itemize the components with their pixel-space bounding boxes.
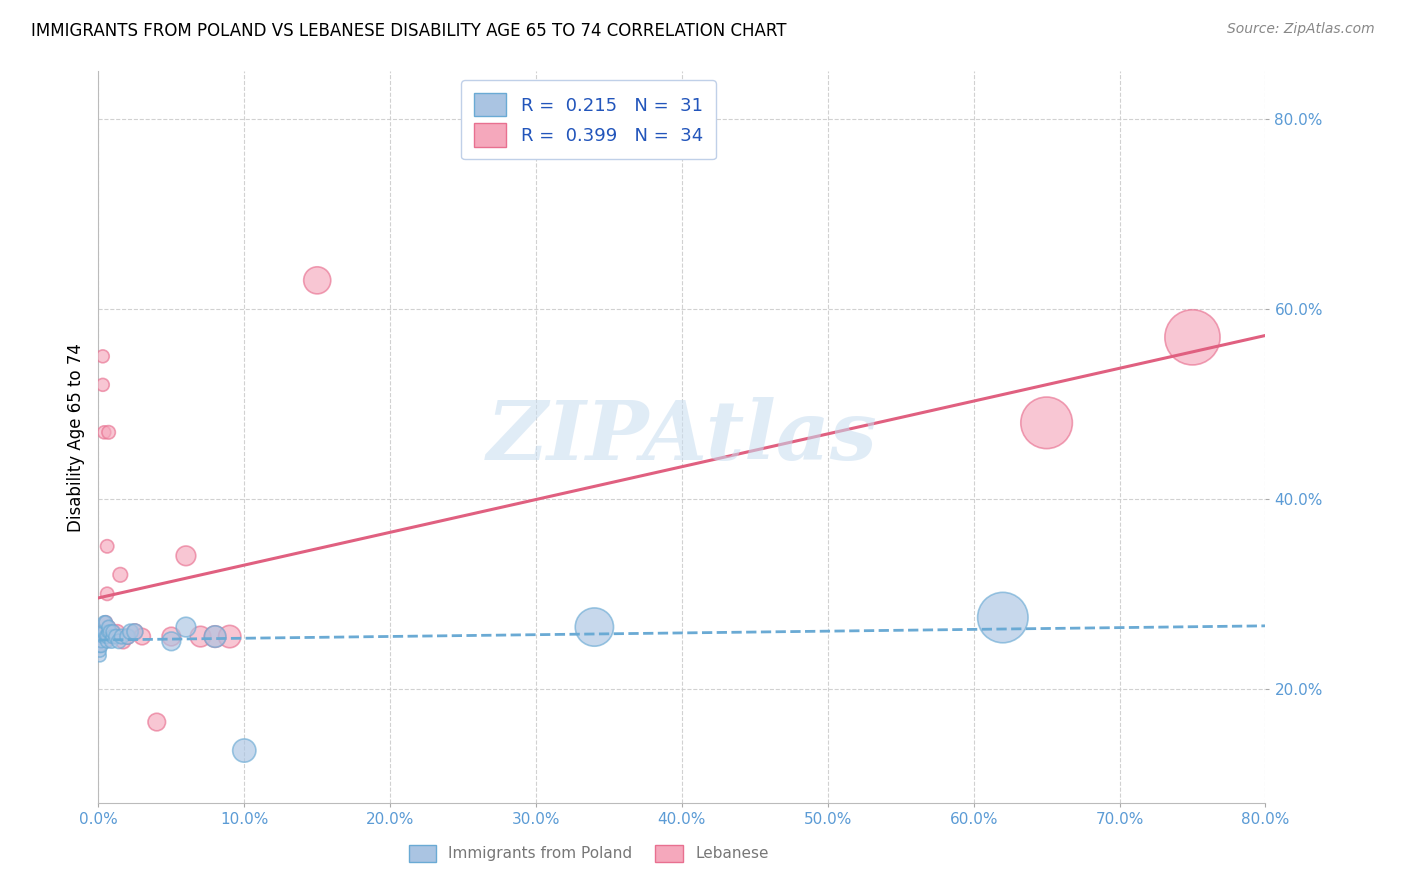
Point — [90, 634, 112, 648]
Point — [218, 630, 240, 644]
Point — [307, 273, 329, 287]
Point — [93, 615, 115, 630]
Point — [160, 634, 183, 648]
Point — [112, 634, 135, 648]
Point — [97, 620, 120, 634]
Point — [104, 630, 127, 644]
Point — [108, 634, 131, 648]
Point — [100, 634, 122, 648]
Point — [89, 639, 111, 653]
Point — [89, 630, 111, 644]
Point — [91, 630, 114, 644]
Point — [174, 620, 197, 634]
Point — [91, 349, 114, 363]
Point — [233, 743, 256, 757]
Point — [89, 634, 111, 648]
Point — [96, 587, 118, 601]
Point — [97, 620, 120, 634]
Point — [117, 630, 139, 644]
Point — [96, 634, 118, 648]
Point — [98, 624, 121, 639]
Point — [91, 377, 114, 392]
Text: Source: ZipAtlas.com: Source: ZipAtlas.com — [1227, 22, 1375, 37]
Y-axis label: Disability Age 65 to 74: Disability Age 65 to 74 — [66, 343, 84, 532]
Point — [101, 624, 124, 639]
Point — [204, 630, 226, 644]
Point — [101, 630, 124, 644]
Point — [90, 624, 112, 639]
Point — [101, 630, 124, 644]
Point — [89, 639, 111, 653]
Point — [94, 634, 117, 648]
Point — [93, 425, 115, 440]
Point — [94, 615, 117, 630]
Point — [90, 630, 112, 644]
Point — [124, 624, 146, 639]
Point — [94, 615, 117, 630]
Point — [110, 567, 132, 582]
Point — [93, 624, 115, 639]
Point — [101, 624, 124, 639]
Point — [96, 539, 118, 553]
Point — [104, 630, 127, 644]
Point — [111, 630, 134, 644]
Point — [98, 624, 121, 639]
Point — [94, 630, 117, 644]
Point — [120, 624, 142, 639]
Point — [89, 648, 111, 663]
Point — [105, 624, 128, 639]
Point — [174, 549, 197, 563]
Point — [583, 620, 606, 634]
Point — [89, 644, 111, 658]
Point — [991, 610, 1014, 624]
Point — [190, 630, 212, 644]
Point — [146, 714, 169, 729]
Point — [124, 624, 146, 639]
Point — [1181, 330, 1204, 344]
Point — [160, 630, 183, 644]
Point — [117, 630, 139, 644]
Point — [90, 639, 112, 653]
Point — [204, 630, 226, 644]
Point — [91, 624, 114, 639]
Point — [1035, 416, 1057, 430]
Point — [96, 630, 118, 644]
Point — [100, 630, 122, 644]
Point — [97, 624, 120, 639]
Legend: Immigrants from Poland, Lebanese: Immigrants from Poland, Lebanese — [402, 838, 775, 868]
Text: IMMIGRANTS FROM POLAND VS LEBANESE DISABILITY AGE 65 TO 74 CORRELATION CHART: IMMIGRANTS FROM POLAND VS LEBANESE DISAB… — [31, 22, 786, 40]
Point — [97, 425, 120, 440]
Point — [131, 630, 153, 644]
Text: ZIPAtlas: ZIPAtlas — [486, 397, 877, 477]
